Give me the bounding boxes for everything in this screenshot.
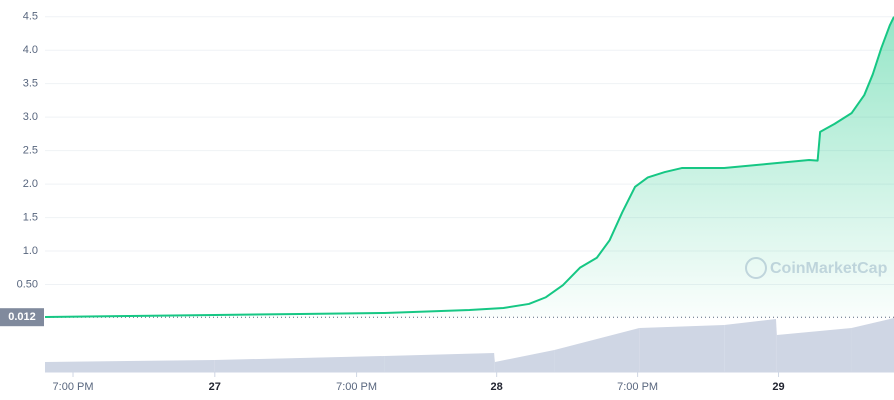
y-tick-label: 4.5 — [23, 11, 38, 23]
volume-area — [494, 353, 495, 372]
y-tick-label: 4.0 — [23, 44, 38, 56]
price-area — [45, 16, 894, 318]
y-tick-label: 3.5 — [23, 78, 38, 90]
y-tick-label: 1.0 — [23, 245, 38, 257]
x-tick-label: 27 — [209, 381, 221, 393]
volume-area — [775, 319, 777, 372]
x-tick-label: 29 — [772, 381, 784, 393]
volume-area — [554, 328, 640, 372]
reference-label: 0.012 — [8, 311, 36, 323]
y-tick-label: 0.50 — [17, 278, 38, 290]
y-tick-label: 2.5 — [23, 145, 38, 157]
price-line — [44, 16, 894, 318]
reference-label-box — [0, 308, 44, 327]
volume-area — [639, 325, 725, 372]
volume-area — [494, 350, 555, 372]
volume-area — [851, 318, 894, 372]
x-tick-label: 7:00 PM — [617, 381, 658, 393]
y-tick-label: 2.0 — [23, 178, 38, 190]
volume-area — [776, 328, 852, 372]
volume-area — [724, 319, 776, 372]
y-tick-label: 1.5 — [23, 211, 38, 223]
volume-area — [45, 360, 215, 372]
volume-area — [214, 356, 385, 372]
x-tick-label: 28 — [491, 381, 503, 393]
x-tick-label: 7:00 PM — [336, 381, 377, 393]
y-tick-label: 3.0 — [23, 111, 38, 123]
volume-area — [384, 353, 495, 372]
x-tick-label: 7:00 PM — [53, 381, 94, 393]
